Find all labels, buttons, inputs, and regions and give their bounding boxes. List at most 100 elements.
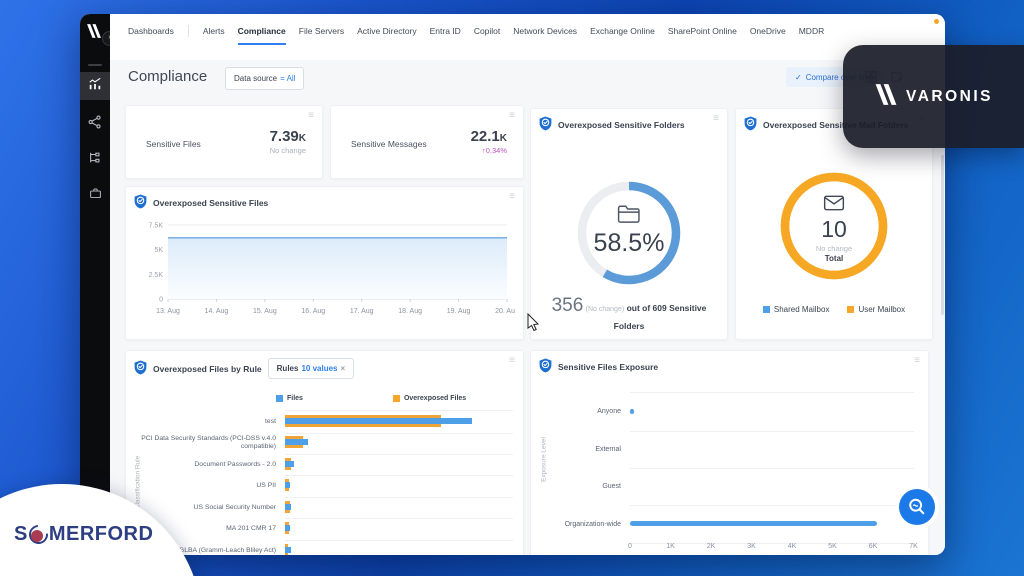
svg-text:7.5K: 7.5K [149,223,164,230]
somerford-o-icon [29,525,48,544]
notification-dot [934,19,939,24]
page-title: Compliance [128,68,207,85]
varonis-wordmark: VARONIS [906,88,993,106]
trend-area-chart: 02.5K5K7.5K13. Aug14. Aug15. Aug16. Aug1… [134,215,515,333]
sidebar-item-hierarchy[interactable] [80,146,110,174]
rule-bars-chart: testPCI Data Security Standards (PCI-DSS… [134,411,513,555]
exposure-ylabel: Exposure Level [541,425,548,495]
card-menu-icon[interactable]: ≡ [713,114,719,124]
svg-text:13. Aug: 13. Aug [156,308,180,315]
sidebar-divider [88,64,102,66]
rule-bar-row: test [134,411,513,433]
kpi-change: No change [270,146,306,155]
legend-swatch-orange [847,306,854,313]
svg-text:5K: 5K [154,247,163,254]
tab-file-servers[interactable]: File Servers [299,26,344,36]
rule-bar-row: MA 201 CMR 17 [134,519,513,541]
tab-alerts[interactable]: Alerts [203,26,225,36]
top-navigation: Dashboards Alerts Compliance File Servers Ac… [110,14,945,61]
shield-icon [134,194,147,211]
analytics-icon [88,77,102,96]
card-menu-icon[interactable]: ≡ [509,192,515,202]
nav-divider [188,25,189,37]
tab-onedrive[interactable]: OneDrive [750,26,786,36]
sidebar-item-dashboards[interactable] [80,72,110,100]
folder-icon [617,210,641,227]
shield-icon [744,116,757,133]
card-menu-icon[interactable]: ≡ [509,111,515,121]
kpi-title: Sensitive Files [146,139,201,149]
mail-legend: Shared Mailbox User Mailbox [736,305,932,314]
svg-text:18. Aug: 18. Aug [398,308,422,315]
tab-dashboards[interactable]: Dashboards [128,26,174,36]
check-icon: ✓ [795,73,802,82]
overexposed-folders-card: ≡ Overexposed Sensitive Folders 58.5% 35… [530,108,728,340]
sidebar: › [80,14,110,555]
svg-text:16. Aug: 16. Aug [301,308,325,315]
shield-icon [539,116,552,133]
kpi-value: 22.1K [471,128,507,145]
donut-center: 10 No change Total [736,195,932,263]
exposure-bar-row: Organization-wide [539,506,914,544]
tab-sharepoint-online[interactable]: SharePoint Online [668,26,737,36]
varonis-logo-icon [86,24,102,43]
svg-text:17. Aug: 17. Aug [350,308,374,315]
donut-change: No change [736,244,932,253]
card-menu-icon[interactable]: ≡ [308,111,314,121]
svg-text:19. Aug: 19. Aug [447,308,471,315]
files-by-rule-card: ≡ Overexposed Files by Rule Rules 10 val… [125,350,524,555]
shield-icon [539,358,552,375]
magnifier-button[interactable] [899,489,935,525]
tab-active-directory[interactable]: Active Directory [357,26,417,36]
tab-mddr[interactable]: MDDR [799,26,825,36]
sensitive-files-card: ≡ Sensitive Files 7.39K No change [125,105,323,179]
network-nodes-icon [88,115,102,134]
kpi-title: Sensitive Messages [351,139,427,149]
data-source-filter[interactable]: Data source = All [225,67,304,90]
chip-close-icon[interactable]: × [340,364,345,373]
tab-network-devices[interactable]: Network Devices [513,26,577,36]
card-title: Overexposed Sensitive Files [153,198,268,208]
varonis-banner: VARONIS [843,45,1024,148]
kpi-change: ↑0.34% [482,146,507,155]
svg-text:15. Aug: 15. Aug [253,308,277,315]
nav-tabs: Dashboards Alerts Compliance File Servers Ac… [110,14,945,37]
rule-bar-row: Document Passwords - 2.0 [134,454,513,476]
content-area: Compliance Data source = All ✓ Compare o… [110,60,945,555]
filter-value: = All [280,74,295,83]
overexposed-files-card: ≡ Overexposed Sensitive Files 02.5K5K7.5… [125,186,524,340]
tab-exchange-online[interactable]: Exchange Online [590,26,655,36]
rules-filter-chip[interactable]: Rules 10 values × [268,358,355,379]
tab-compliance[interactable]: Compliance [238,26,286,36]
card-title: Overexposed Files by Rule [153,364,262,374]
screen: › [0,0,1024,576]
card-menu-icon[interactable]: ≡ [914,356,920,366]
exposure-bar-row: Anyone [539,393,914,431]
rule-bar-row: GLBA (Gramm-Leach Bliley Act) [134,540,513,555]
scrollbar[interactable] [941,155,944,315]
filter-label: Data source [234,74,277,83]
tab-entra-id[interactable]: Entra ID [430,26,461,36]
svg-text:2.5K: 2.5K [149,272,164,279]
donut-center: 58.5% [531,204,727,258]
sensitive-messages-card: ≡ Sensitive Messages 22.1K ↑0.34% [330,105,524,179]
card-title: Overexposed Sensitive Folders [558,120,685,130]
legend-swatch-blue [763,306,770,313]
exposure-bar-row: External [539,431,914,469]
kpi-value: 7.39K [270,128,306,145]
app-window: › [80,14,945,555]
exposure-bars-chart: AnyoneExternalGuestOrganization-wide [539,393,914,543]
donut-total-label: Total [736,254,932,263]
svg-text:14. Aug: 14. Aug [205,308,229,315]
folders-summary: 356 (No change) out of 609 Sensitive Fol… [541,291,717,334]
donut-total: 10 [736,216,932,243]
rule-bar-row: US Social Security Number [134,497,513,519]
tab-copilot[interactable]: Copilot [474,26,500,36]
tree-list-icon [88,151,102,170]
rule-bar-row: US PII [134,476,513,498]
sidebar-item-workspace[interactable] [80,182,110,210]
somerford-wordmark: SMERFORD [14,523,153,546]
sidebar-item-network[interactable] [80,110,110,138]
card-menu-icon[interactable]: ≡ [509,356,515,366]
rule-bar-row: PCI Data Security Standards (PCI-DSS v.4… [134,433,513,455]
